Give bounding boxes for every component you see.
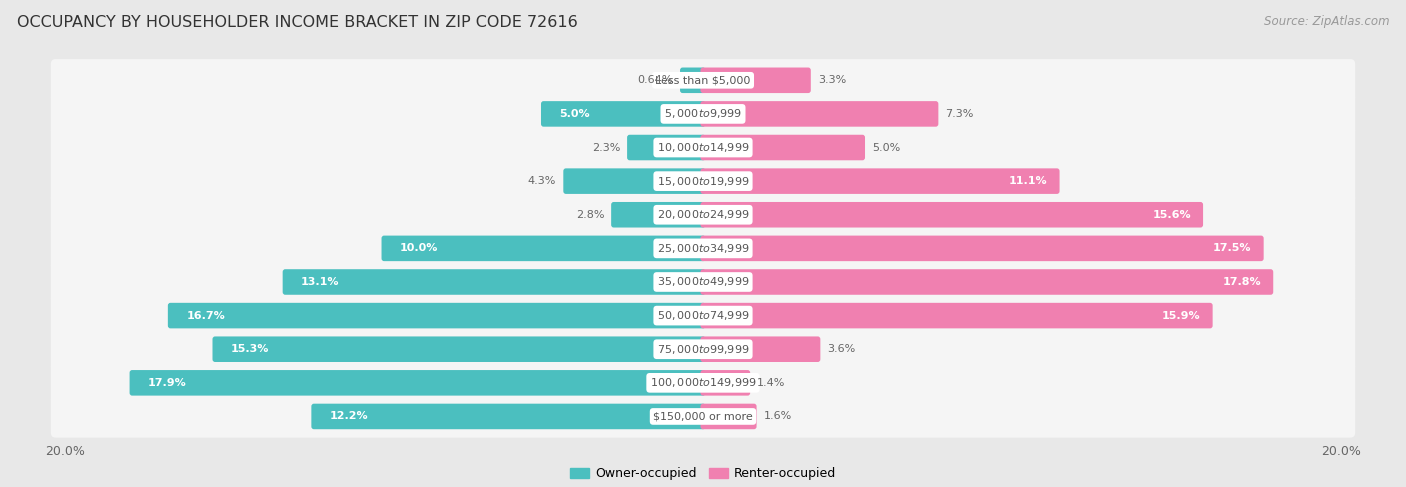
Text: 0.64%: 0.64%: [638, 75, 673, 85]
FancyBboxPatch shape: [212, 337, 706, 362]
FancyBboxPatch shape: [700, 68, 811, 93]
Text: 2.3%: 2.3%: [592, 143, 620, 152]
FancyBboxPatch shape: [681, 68, 706, 93]
FancyBboxPatch shape: [700, 404, 756, 429]
FancyBboxPatch shape: [700, 202, 1204, 227]
FancyBboxPatch shape: [700, 135, 865, 160]
Text: $100,000 to $149,999: $100,000 to $149,999: [650, 376, 756, 389]
Text: 17.9%: 17.9%: [148, 378, 187, 388]
FancyBboxPatch shape: [51, 395, 1355, 438]
Text: $25,000 to $34,999: $25,000 to $34,999: [657, 242, 749, 255]
Text: 3.3%: 3.3%: [818, 75, 846, 85]
Text: $150,000 or more: $150,000 or more: [654, 412, 752, 421]
FancyBboxPatch shape: [311, 404, 706, 429]
Text: $10,000 to $14,999: $10,000 to $14,999: [657, 141, 749, 154]
FancyBboxPatch shape: [51, 126, 1355, 169]
FancyBboxPatch shape: [167, 303, 706, 328]
FancyBboxPatch shape: [627, 135, 706, 160]
Text: 1.6%: 1.6%: [763, 412, 792, 421]
Text: $20,000 to $24,999: $20,000 to $24,999: [657, 208, 749, 221]
Legend: Owner-occupied, Renter-occupied: Owner-occupied, Renter-occupied: [565, 462, 841, 485]
FancyBboxPatch shape: [700, 169, 1060, 194]
Text: $35,000 to $49,999: $35,000 to $49,999: [657, 276, 749, 288]
FancyBboxPatch shape: [51, 93, 1355, 135]
Text: 5.0%: 5.0%: [560, 109, 591, 119]
FancyBboxPatch shape: [51, 193, 1355, 236]
Text: $5,000 to $9,999: $5,000 to $9,999: [664, 108, 742, 120]
Text: $75,000 to $99,999: $75,000 to $99,999: [657, 343, 749, 356]
Text: 11.1%: 11.1%: [1010, 176, 1047, 186]
Text: 5.0%: 5.0%: [872, 143, 900, 152]
FancyBboxPatch shape: [381, 236, 706, 261]
FancyBboxPatch shape: [700, 101, 938, 127]
Text: 15.9%: 15.9%: [1161, 311, 1201, 320]
Text: 16.7%: 16.7%: [187, 311, 225, 320]
Text: 17.5%: 17.5%: [1213, 244, 1251, 253]
Text: 17.8%: 17.8%: [1222, 277, 1261, 287]
Text: $50,000 to $74,999: $50,000 to $74,999: [657, 309, 749, 322]
FancyBboxPatch shape: [51, 362, 1355, 404]
FancyBboxPatch shape: [700, 370, 751, 395]
Text: 1.4%: 1.4%: [758, 378, 786, 388]
FancyBboxPatch shape: [541, 101, 706, 127]
Text: 2.8%: 2.8%: [575, 210, 605, 220]
FancyBboxPatch shape: [51, 295, 1355, 337]
Text: 13.1%: 13.1%: [301, 277, 340, 287]
FancyBboxPatch shape: [51, 328, 1355, 371]
Text: Source: ZipAtlas.com: Source: ZipAtlas.com: [1264, 15, 1389, 28]
Text: 3.6%: 3.6%: [827, 344, 856, 354]
FancyBboxPatch shape: [283, 269, 706, 295]
Text: 12.2%: 12.2%: [330, 412, 368, 421]
Text: 15.3%: 15.3%: [231, 344, 270, 354]
Text: 10.0%: 10.0%: [401, 244, 439, 253]
FancyBboxPatch shape: [564, 169, 706, 194]
FancyBboxPatch shape: [51, 59, 1355, 101]
FancyBboxPatch shape: [51, 160, 1355, 202]
Text: $15,000 to $19,999: $15,000 to $19,999: [657, 175, 749, 187]
FancyBboxPatch shape: [129, 370, 706, 395]
Text: OCCUPANCY BY HOUSEHOLDER INCOME BRACKET IN ZIP CODE 72616: OCCUPANCY BY HOUSEHOLDER INCOME BRACKET …: [17, 15, 578, 30]
Text: 4.3%: 4.3%: [527, 176, 557, 186]
FancyBboxPatch shape: [700, 269, 1274, 295]
Text: 15.6%: 15.6%: [1153, 210, 1191, 220]
FancyBboxPatch shape: [51, 261, 1355, 303]
FancyBboxPatch shape: [51, 227, 1355, 269]
FancyBboxPatch shape: [612, 202, 706, 227]
FancyBboxPatch shape: [700, 303, 1212, 328]
FancyBboxPatch shape: [700, 337, 820, 362]
FancyBboxPatch shape: [700, 236, 1264, 261]
Text: 7.3%: 7.3%: [945, 109, 974, 119]
Text: Less than $5,000: Less than $5,000: [655, 75, 751, 85]
